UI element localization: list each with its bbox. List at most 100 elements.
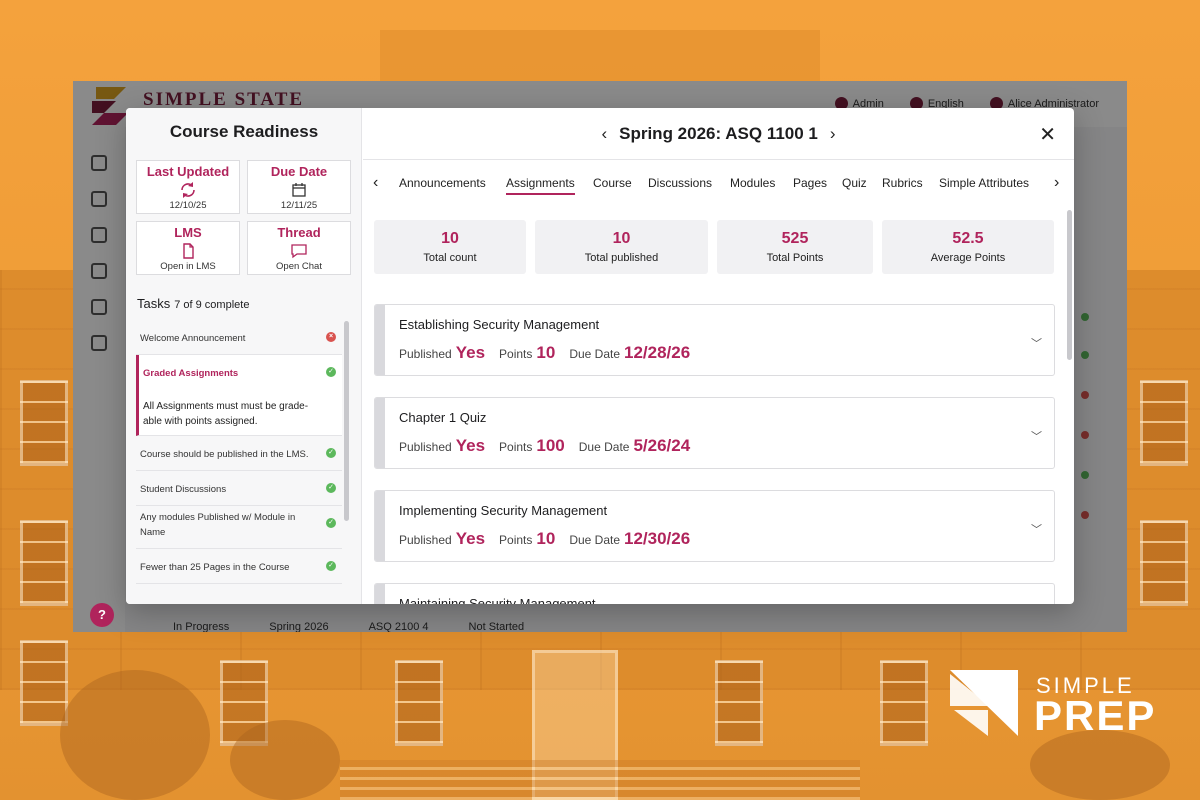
- course-title: Spring 2026: ASQ 1100 1: [619, 124, 818, 143]
- tab-pages[interactable]: Pages: [793, 176, 828, 190]
- status-dot: [1081, 313, 1089, 321]
- readiness-panel: Course Readiness Last Updated 12/10/25 D…: [126, 108, 362, 604]
- assignment-name: Establishing Security Management: [399, 317, 600, 332]
- user-name: Alice Administrator: [1007, 97, 1099, 110]
- chevron-down-icon[interactable]: ﹀: [1031, 524, 1042, 536]
- status-dot: [1081, 431, 1089, 439]
- tab-course[interactable]: Course: [593, 176, 632, 190]
- cube-icon[interactable]: [91, 155, 107, 171]
- calendar-icon: [248, 181, 350, 199]
- due-date-title: Due Date: [270, 164, 328, 179]
- course-modal: Course Readiness Last Updated 12/10/25 D…: [126, 108, 1074, 604]
- task-item[interactable]: Course should be published in the LMS. ✓: [136, 436, 342, 471]
- due-label: Due Date: [578, 440, 630, 454]
- checklist-icon[interactable]: [91, 263, 107, 279]
- user-menu[interactable]: Alice Administrator: [989, 97, 1099, 110]
- task-list: Welcome Announcement × Graded Assignment…: [136, 320, 342, 584]
- due-label: Due Date: [569, 347, 621, 361]
- tab-announcements[interactable]: Announcements: [399, 176, 486, 190]
- lms-card[interactable]: LMS Open in LMS: [136, 221, 240, 275]
- points-label: Points: [499, 533, 533, 547]
- stat-total-count: 10 Total count: [374, 220, 526, 274]
- workflow-icon[interactable]: [91, 299, 107, 315]
- stat-label: Total published: [584, 252, 659, 264]
- last-updated-value: 12/10/25: [169, 200, 207, 211]
- language-label: English: [927, 97, 964, 110]
- error-status-icon: ×: [326, 332, 336, 342]
- language-link[interactable]: English: [909, 97, 964, 110]
- task-label: Any modules Published w/ Module in Name: [140, 512, 296, 538]
- chevron-down-icon[interactable]: ﹀: [1031, 431, 1042, 443]
- help-icon[interactable]: ?: [90, 603, 114, 627]
- bg-cell: Spring 2026: [269, 621, 329, 632]
- points-label: Points: [499, 440, 533, 454]
- tab-simple-attributes[interactable]: Simple Attributes: [939, 176, 1030, 190]
- assignment-card[interactable]: Establishing Security Management Publish…: [374, 304, 1055, 376]
- previous-course-icon[interactable]: ‹: [601, 124, 608, 143]
- tab-modules[interactable]: Modules: [730, 176, 776, 190]
- assignment-card[interactable]: Chapter 1 Quiz Published Yes Points 100 Due …: [374, 397, 1055, 469]
- published-value: Yes: [455, 343, 486, 362]
- task-list-scrollbar[interactable]: [344, 321, 349, 521]
- readiness-title: Course Readiness: [169, 122, 319, 141]
- assignment-card[interactable]: Implementing Security Management Publish…: [374, 490, 1055, 562]
- tasks-label: Tasks: [137, 296, 171, 311]
- task-item[interactable]: Student Discussions ✓: [136, 471, 342, 506]
- thread-card[interactable]: Thread Open Chat: [247, 221, 351, 275]
- task-label: Student Discussions: [140, 484, 227, 495]
- analytics-icon[interactable]: [91, 335, 107, 351]
- tabs-left-icon[interactable]: ‹: [373, 174, 379, 191]
- tab-discussions[interactable]: Discussions: [648, 176, 713, 190]
- layout-icon[interactable]: [91, 191, 107, 207]
- tab-rubrics[interactable]: Rubrics: [882, 176, 923, 190]
- last-updated-title: Last Updated: [146, 164, 230, 179]
- stat-average-points: 52.5 Average Points: [882, 220, 1054, 274]
- published-value: Yes: [455, 436, 486, 455]
- background-table-row: In Progress Spring 2026 ASQ 2100 4 Not S…: [173, 621, 524, 632]
- tab-assignments[interactable]: Assignments: [506, 176, 575, 195]
- check-status-icon: ✓: [326, 561, 336, 571]
- clipboard-icon[interactable]: [91, 227, 107, 243]
- course-title-row: ‹ Spring 2026: ASQ 1100 1 ›: [363, 124, 1074, 144]
- bg-cell: ASQ 2100 4: [368, 621, 429, 632]
- chat-icon: [248, 242, 350, 260]
- status-dot: [1081, 351, 1089, 359]
- user-avatar-icon: [989, 97, 1003, 110]
- task-item[interactable]: Welcome Announcement ×: [136, 320, 342, 355]
- stat-label: Average Points: [930, 252, 1006, 264]
- open-chat-link[interactable]: Open Chat: [276, 261, 322, 272]
- status-dot: [1081, 391, 1089, 399]
- task-description: All Assignments must must be grade-able …: [143, 401, 309, 427]
- task-label: Fewer than 25 Pages in the Course: [140, 562, 290, 573]
- thread-title: Thread: [277, 225, 321, 240]
- task-label: Welcome Announcement: [140, 333, 246, 344]
- admin-link[interactable]: Admin: [834, 97, 884, 110]
- due-value: 12/28/26: [624, 343, 691, 362]
- admin-label: Admin: [852, 97, 884, 110]
- points-value: 10: [536, 529, 556, 548]
- published-label: Published: [399, 440, 452, 454]
- tab-quiz[interactable]: Quiz: [842, 176, 867, 190]
- next-course-icon[interactable]: ›: [829, 124, 836, 143]
- tabs-right-icon[interactable]: ›: [1054, 174, 1060, 191]
- brand-line-2: PREP: [1034, 692, 1157, 739]
- due-date-card[interactable]: Due Date 12/11/25: [247, 160, 351, 214]
- assignments-scrollbar[interactable]: [1067, 210, 1072, 360]
- last-updated-card[interactable]: Last Updated 12/10/25: [136, 160, 240, 214]
- points-value: 100: [536, 436, 565, 455]
- task-item[interactable]: Any modules Published w/ Module in Name …: [136, 506, 342, 549]
- check-status-icon: ✓: [326, 518, 336, 528]
- gear-icon: [834, 97, 848, 110]
- stat-value: 52.5: [952, 230, 984, 247]
- task-item[interactable]: Fewer than 25 Pages in the Course ✓: [136, 549, 342, 584]
- assignment-card[interactable]: Maintaining Security Management: [374, 583, 1055, 604]
- open-in-lms-link[interactable]: Open in LMS: [160, 261, 216, 272]
- due-date-value: 12/11/25: [280, 200, 318, 211]
- status-dot: [1081, 471, 1089, 479]
- published-value: Yes: [455, 529, 486, 548]
- task-label: Graded Assignments: [143, 368, 239, 379]
- close-icon[interactable]: ✕: [1039, 124, 1056, 146]
- chevron-down-icon[interactable]: ﹀: [1031, 338, 1042, 350]
- task-item-selected[interactable]: Graded Assignments ✓ All Assignments mus…: [136, 355, 342, 436]
- lms-title: LMS: [174, 225, 202, 240]
